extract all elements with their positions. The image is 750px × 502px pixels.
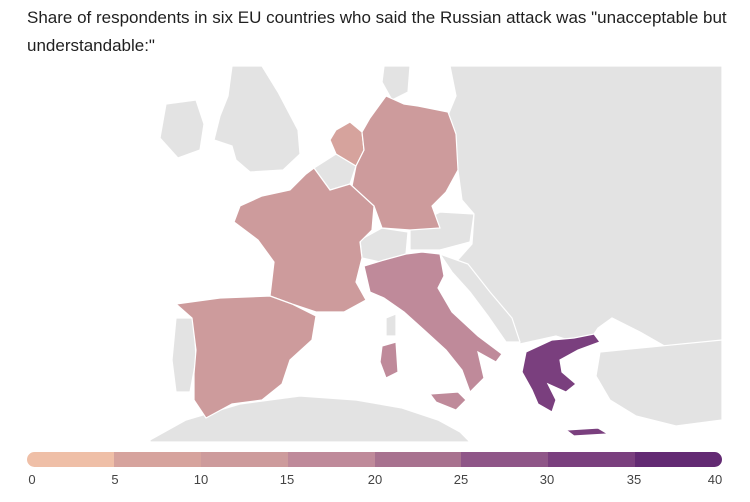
legend-tick: 25 (453, 472, 469, 487)
land-corsica (385, 313, 397, 337)
land-ireland (159, 99, 205, 159)
region-greece (521, 333, 601, 413)
land-britain (213, 66, 301, 173)
legend-swatch (113, 452, 201, 467)
region-france (233, 167, 375, 313)
legend-swatch (374, 452, 462, 467)
region-sardinia (379, 341, 399, 379)
legend-swatch (200, 452, 288, 467)
region-spain (174, 295, 317, 419)
region-crete (564, 427, 610, 437)
land-balkan-coast (438, 252, 521, 343)
legend-tick: 15 (279, 472, 295, 487)
region-italy (363, 251, 503, 394)
background-land (150, 66, 722, 442)
legend-tick: 40 (707, 472, 723, 487)
europe-map (150, 66, 722, 442)
legend: 0 5 10 15 20 25 30 35 40 (27, 452, 722, 492)
land-denmark (381, 66, 411, 101)
chart-title: Share of respondents in six EU countries… (27, 8, 727, 55)
legend-swatch (461, 452, 549, 467)
legend-swatch (287, 452, 375, 467)
region-germany (351, 95, 459, 231)
legend-tick: 20 (367, 472, 383, 487)
region-sicily (428, 391, 467, 411)
legend-color-scale (27, 452, 722, 467)
legend-tick: 30 (539, 472, 555, 487)
legend-tick: 0 (28, 472, 36, 487)
data-regions (174, 95, 610, 437)
legend-swatch (635, 452, 722, 467)
legend-swatch (27, 452, 114, 467)
legend-ticks: 0 5 10 15 20 25 30 35 40 (27, 472, 722, 490)
legend-tick: 5 (111, 472, 119, 487)
legend-tick: 35 (626, 472, 642, 487)
legend-swatch (548, 452, 636, 467)
land-turkey (595, 339, 722, 427)
legend-tick: 10 (193, 472, 209, 487)
land-portugal (171, 317, 197, 393)
